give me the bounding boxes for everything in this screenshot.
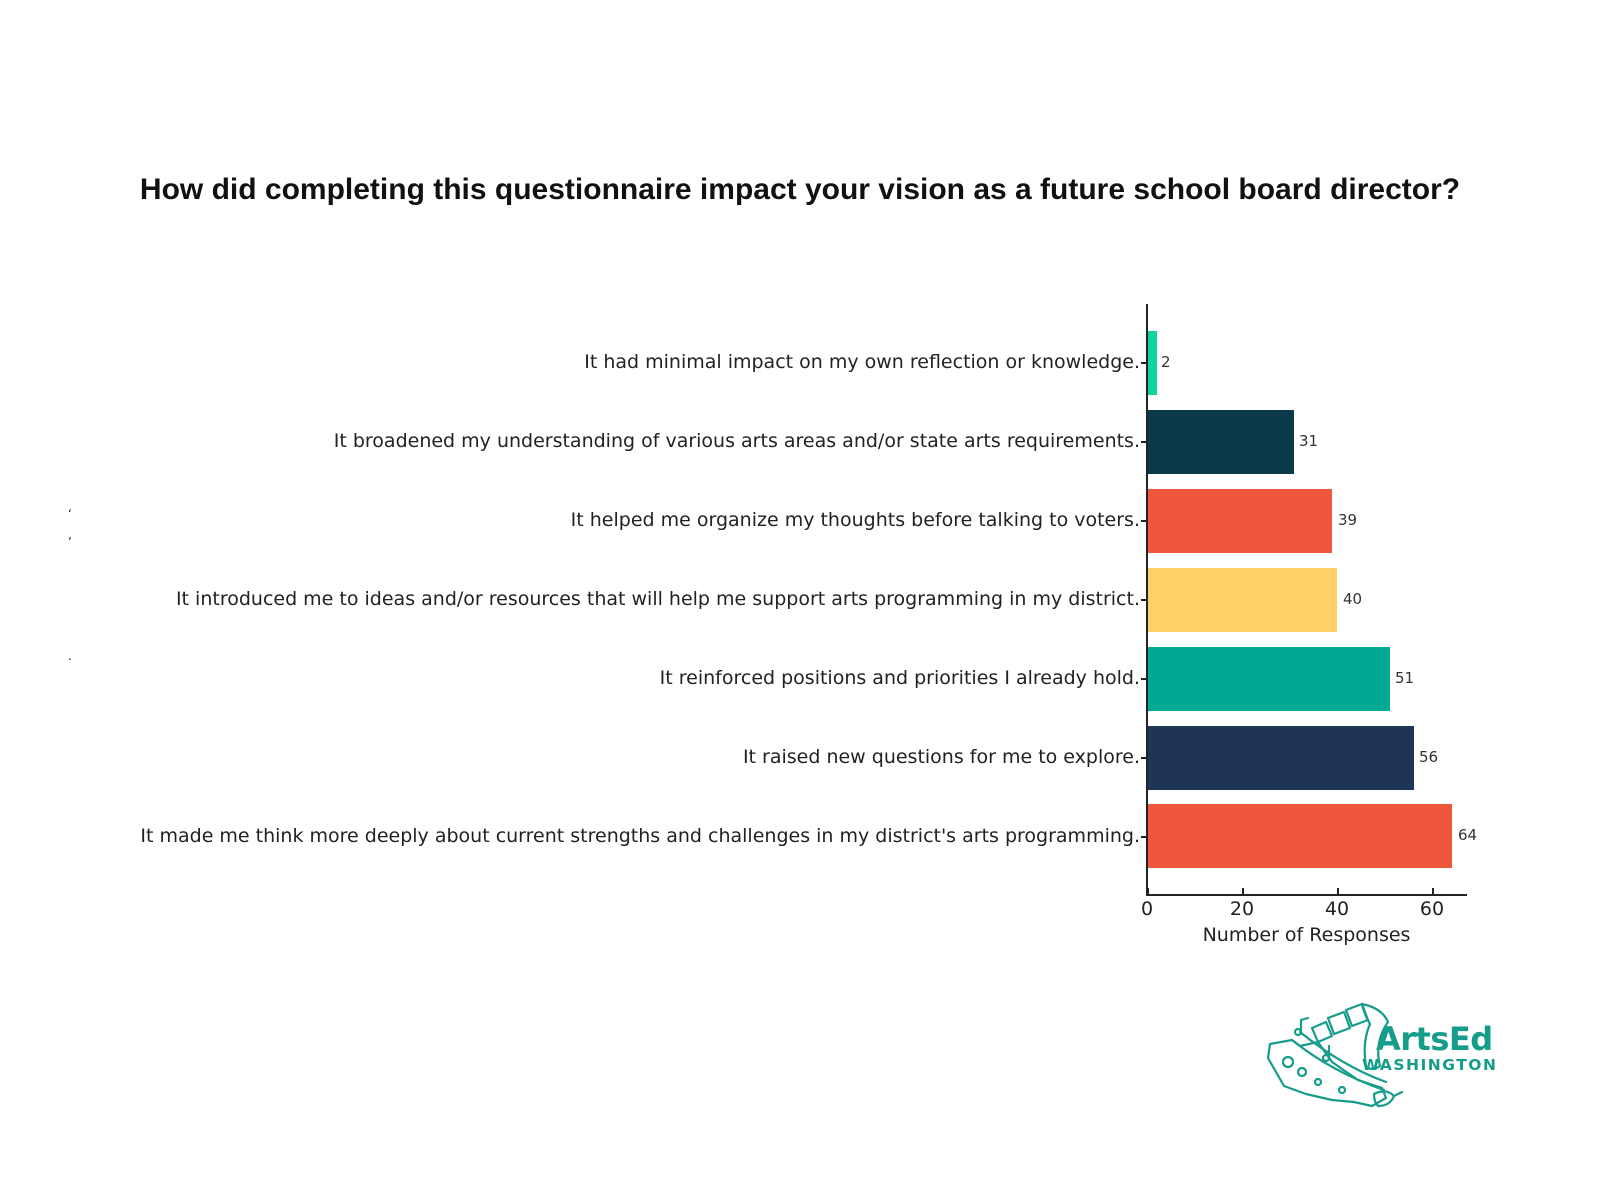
bar — [1148, 647, 1390, 711]
category-label: It reinforced positions and priorities I… — [659, 667, 1140, 689]
chart-title: How did completing this questionnaire im… — [139, 173, 1461, 206]
y-axis-line — [1146, 304, 1148, 896]
bar — [1148, 568, 1337, 632]
y-tick — [1141, 678, 1147, 680]
washington-state-art-icon — [1266, 1002, 1404, 1108]
bar-value-label: 51 — [1395, 669, 1415, 687]
category-label: It had minimal impact on my own reflecti… — [584, 351, 1140, 373]
x-tick-label: 0 — [1140, 898, 1154, 920]
y-tick — [1141, 599, 1147, 601]
bar — [1148, 726, 1414, 790]
x-tick — [1147, 888, 1149, 894]
category-label: It made me think more deeply about curre… — [140, 825, 1140, 847]
y-tick — [1141, 441, 1147, 443]
bar-value-label: 39 — [1338, 511, 1358, 529]
x-tick-label: 20 — [1229, 898, 1255, 920]
y-tick — [1141, 520, 1147, 522]
bar — [1148, 804, 1452, 868]
category-label: It raised new questions for me to explor… — [742, 746, 1140, 768]
x-tick — [1242, 888, 1244, 894]
bar — [1148, 331, 1157, 395]
logo-wordmark: ArtsEd — [1376, 1020, 1493, 1058]
stray-mark: . — [68, 649, 72, 663]
bar — [1148, 489, 1332, 553]
y-tick — [1141, 757, 1147, 759]
category-label: It introduced me to ideas and/or resourc… — [175, 588, 1140, 610]
x-axis-line — [1146, 894, 1467, 896]
bar-value-label: 2 — [1161, 353, 1171, 371]
stray-mark: ʻ — [68, 507, 72, 521]
logo-subtitle: WASHINGTON — [1362, 1056, 1498, 1074]
bar — [1148, 410, 1294, 474]
x-axis-title: Number of Responses — [1202, 924, 1411, 946]
bar-value-label: 31 — [1299, 432, 1319, 450]
bar-value-label: 64 — [1458, 826, 1478, 844]
y-tick — [1141, 362, 1147, 364]
x-tick-label: 40 — [1324, 898, 1350, 920]
category-label: It broadened my understanding of various… — [333, 430, 1140, 452]
x-tick — [1432, 888, 1434, 894]
bar-value-label: 40 — [1343, 590, 1363, 608]
x-tick — [1337, 888, 1339, 894]
y-tick — [1141, 836, 1147, 838]
category-label: It helped me organize my thoughts before… — [570, 509, 1140, 531]
x-tick-label: 60 — [1419, 898, 1445, 920]
bar-value-label: 56 — [1419, 748, 1439, 766]
stray-mark: ʼ — [68, 535, 72, 549]
